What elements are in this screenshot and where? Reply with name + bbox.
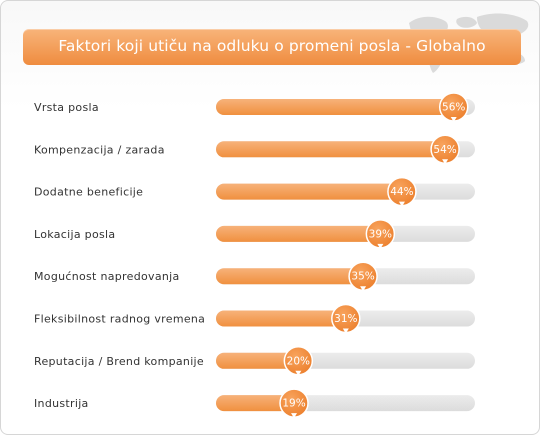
value-label: 56% [442,102,465,114]
callout-bubble-icon [331,303,361,334]
category-label: Dodatne beneficije [34,186,143,199]
value-label: 31% [334,313,357,325]
bar [216,183,406,200]
category-label: Fleksibilnost radnog vremena [34,313,205,326]
category-label: Reputacija / Brend kompanije [34,355,204,368]
bar [216,268,368,285]
callout-bubble-icon [348,261,378,292]
bar [216,395,299,412]
callout-bubble-icon [283,346,314,376]
value-label: 44% [390,186,413,198]
bar [216,352,303,369]
chart-title: Faktori koji utiču na odluku o promeni p… [58,37,486,55]
category-label: Lokacija posla [34,228,115,241]
callout-bubble-icon [365,219,396,249]
bar [216,141,450,158]
value-label: 54% [433,144,456,156]
value-label: 35% [351,271,374,283]
category-label: Industrija [34,397,89,410]
callout-bubble-icon [387,176,417,207]
title-bar: Faktori koji utiču na odluku o promeni p… [23,29,521,65]
callout-bubble-icon [430,134,460,165]
bar [216,99,458,115]
category-label: Mogućnost napredovanja [34,270,180,283]
value-label: 19% [282,398,305,410]
bar [216,225,385,242]
bar [216,310,350,327]
category-label: Vrsta posla [34,101,99,114]
value-label: 39% [369,228,392,240]
callout-bubble-icon [438,92,469,122]
category-label: Kompenzacija / zarada [34,143,165,156]
value-label: 20% [287,355,310,367]
callout-bubble-icon [279,388,309,419]
